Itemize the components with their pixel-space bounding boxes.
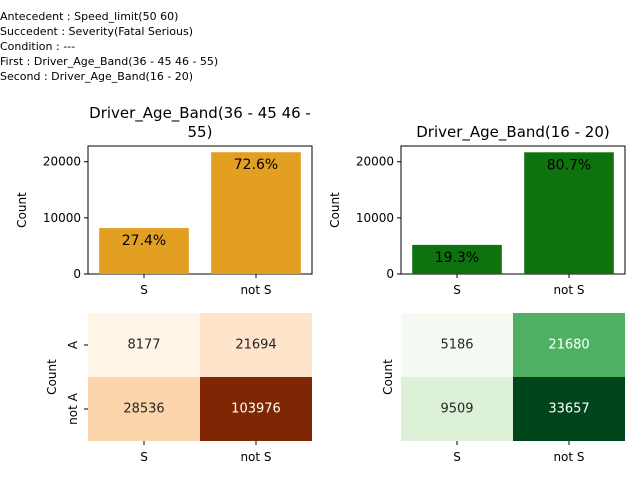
chart-title-line2: 55)	[188, 123, 213, 141]
header-succedent: Succedent : Severity(Fatal Serious)	[0, 25, 193, 38]
header-antecedent: Antecedent : Speed_limit(50 60)	[0, 10, 178, 23]
heatmap-cell	[401, 313, 513, 377]
header-first: First : Driver_Age_Band(36 - 45 46 - 55)	[0, 55, 218, 68]
x-tick-label: S	[453, 450, 461, 464]
y-tick-label: A	[66, 340, 80, 349]
y-tick-label: 10000	[43, 211, 81, 225]
heatmap-cell	[88, 377, 200, 441]
x-tick-label: S	[453, 283, 461, 297]
x-tick-label: not S	[553, 450, 584, 464]
heatmap-cell	[200, 313, 312, 377]
bar	[211, 152, 301, 274]
y-axis-label: Count	[381, 359, 395, 395]
bar	[412, 244, 502, 274]
y-tick-label: 20000	[43, 155, 81, 169]
y-tick-label: 0	[73, 267, 81, 281]
heatmap-cell-value: 21694	[235, 338, 276, 353]
heatmap-cell-value: 9509	[440, 402, 473, 417]
x-tick-label: S	[140, 450, 148, 464]
header-text: Antecedent : Speed_limit(50 60) Succeden…	[0, 10, 218, 83]
bar-percent-label: 27.4%	[122, 233, 166, 249]
y-tick-label: not A	[66, 392, 80, 424]
bar-chart-first: Driver_Age_Band(36 - 45 46 - 55) Count 0…	[15, 104, 313, 297]
plot-frame	[87, 145, 313, 275]
y-axis-label: Count	[328, 192, 342, 228]
x-tick-label: not S	[240, 283, 271, 297]
bar-chart-second: Driver_Age_Band(16 - 20) Count 0 10000 200…	[328, 123, 626, 297]
heatmap-second: Count 5186 21680 9509 33657 S not S	[381, 313, 625, 464]
heatmap-cell-value: 21680	[548, 338, 589, 353]
heatmap-cell	[200, 377, 312, 441]
heatmap-cell	[88, 313, 200, 377]
x-tick-label: not S	[240, 450, 271, 464]
bar	[99, 228, 189, 274]
y-tick-label: 20000	[356, 155, 394, 169]
y-axis-label: Count	[45, 359, 59, 395]
bar-percent-label: 19.3%	[435, 250, 479, 266]
header-condition: Condition : ---	[0, 40, 75, 53]
chart-title-line1: Driver_Age_Band(36 - 45 46 -	[89, 104, 311, 123]
y-tick-label: 0	[386, 267, 394, 281]
bar-percent-label: 80.7%	[547, 157, 591, 173]
heatmap-cell-value: 33657	[548, 402, 589, 417]
bar	[524, 152, 614, 274]
heatmap-cell	[513, 313, 625, 377]
x-tick-label: not S	[553, 283, 584, 297]
heatmap-cell-value: 28536	[123, 402, 164, 417]
chart-title: Driver_Age_Band(16 - 20)	[416, 123, 610, 142]
header-second: Second : Driver_Age_Band(16 - 20)	[0, 70, 193, 83]
heatmap-cell-value: 8177	[127, 338, 160, 353]
plot-frame	[400, 145, 626, 275]
bar-percent-label: 72.6%	[234, 157, 278, 173]
heatmap-cell	[513, 377, 625, 441]
heatmap-cell	[401, 377, 513, 441]
y-tick-label: 10000	[356, 211, 394, 225]
x-tick-label: S	[140, 283, 148, 297]
heatmap-cell-value: 5186	[440, 338, 473, 353]
heatmap-cell-value: 103976	[231, 402, 281, 417]
y-axis-label: Count	[15, 192, 29, 228]
